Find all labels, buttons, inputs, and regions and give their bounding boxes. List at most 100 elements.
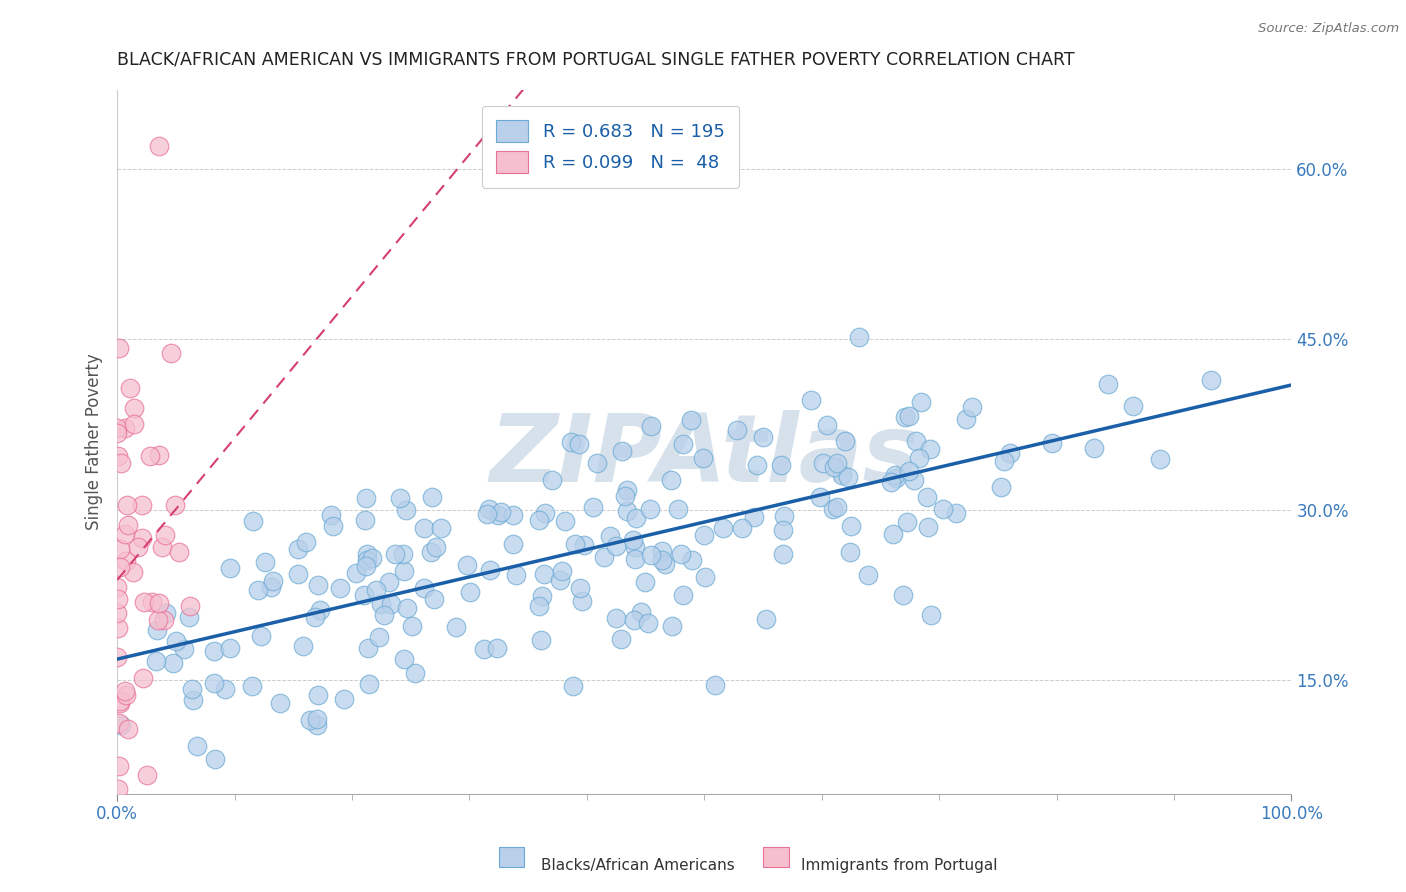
Point xyxy=(148,596,170,610)
Point xyxy=(430,521,453,535)
Point xyxy=(367,631,389,645)
Point xyxy=(412,521,434,535)
Point xyxy=(254,555,277,569)
Point xyxy=(165,634,187,648)
Point xyxy=(162,657,184,671)
Point xyxy=(214,682,236,697)
Point xyxy=(651,552,673,566)
Point xyxy=(834,434,856,449)
Point xyxy=(661,619,683,633)
Point xyxy=(800,392,823,407)
Point xyxy=(117,518,139,533)
Point xyxy=(108,696,131,710)
Point xyxy=(177,610,200,624)
Point xyxy=(419,545,441,559)
Point xyxy=(422,592,444,607)
Point xyxy=(298,713,321,727)
Point xyxy=(135,768,157,782)
Point xyxy=(179,599,201,614)
Point xyxy=(920,608,942,623)
Point xyxy=(505,567,527,582)
Point xyxy=(354,491,377,506)
Point xyxy=(907,451,929,466)
Point xyxy=(993,454,1015,468)
Point xyxy=(446,620,468,634)
Point xyxy=(329,581,352,595)
Point xyxy=(167,545,190,559)
Point xyxy=(731,521,754,535)
Point xyxy=(666,501,689,516)
Point xyxy=(610,632,633,646)
Point xyxy=(1097,377,1119,392)
Point xyxy=(551,565,574,579)
Point xyxy=(561,679,583,693)
Point xyxy=(361,551,384,566)
Point xyxy=(569,581,592,595)
Point xyxy=(124,401,146,415)
Point xyxy=(825,456,848,470)
Point xyxy=(725,423,748,437)
Point xyxy=(638,501,661,516)
Point xyxy=(108,759,131,773)
Point xyxy=(831,468,853,483)
Point xyxy=(659,473,682,487)
Point xyxy=(744,509,766,524)
Point xyxy=(918,442,941,457)
Point xyxy=(898,409,921,424)
Point xyxy=(117,722,139,736)
Point xyxy=(305,712,328,726)
Point xyxy=(837,469,859,483)
Point xyxy=(640,419,662,434)
Point xyxy=(945,506,967,520)
Point xyxy=(540,474,562,488)
Point xyxy=(146,623,169,637)
Point xyxy=(131,498,153,512)
Point xyxy=(599,529,621,543)
Legend: R = 0.683   N = 195, R = 0.099   N =  48: R = 0.683 N = 195, R = 0.099 N = 48 xyxy=(481,106,740,187)
Point xyxy=(1040,436,1063,450)
Point xyxy=(772,547,794,561)
Point xyxy=(204,676,226,690)
Point xyxy=(592,550,614,565)
Point xyxy=(114,684,136,698)
Point xyxy=(122,417,145,431)
Point xyxy=(148,448,170,462)
Point xyxy=(882,527,904,541)
Point xyxy=(114,421,136,435)
Point xyxy=(173,641,195,656)
Point xyxy=(550,573,572,587)
Point xyxy=(401,619,423,633)
Text: Immigrants from Portugal: Immigrants from Portugal xyxy=(801,858,998,872)
Point xyxy=(692,451,714,466)
Point xyxy=(640,548,662,562)
Point xyxy=(458,585,481,599)
Point xyxy=(105,650,128,665)
Point xyxy=(669,547,692,561)
Text: Source: ZipAtlas.com: Source: ZipAtlas.com xyxy=(1258,22,1399,36)
Point xyxy=(884,471,907,485)
Text: BLACK/AFRICAN AMERICAN VS IMMIGRANTS FROM PORTUGAL SINGLE FATHER POVERTY CORRELA: BLACK/AFRICAN AMERICAN VS IMMIGRANTS FRO… xyxy=(117,51,1074,69)
Point xyxy=(752,430,775,444)
Point xyxy=(333,692,356,706)
Point xyxy=(858,568,880,582)
Point xyxy=(240,679,263,693)
Point xyxy=(529,513,551,527)
Point xyxy=(307,688,329,702)
Point xyxy=(623,552,645,566)
Point xyxy=(356,553,378,567)
Point xyxy=(582,500,605,515)
Point xyxy=(821,501,844,516)
Point xyxy=(396,601,419,615)
Point xyxy=(554,514,576,528)
Point xyxy=(134,595,156,609)
Point xyxy=(527,599,550,613)
Point xyxy=(110,456,132,470)
Point xyxy=(564,536,586,550)
Point xyxy=(891,588,914,602)
Point xyxy=(108,716,131,731)
Point xyxy=(287,542,309,557)
Point xyxy=(839,545,862,559)
Point xyxy=(131,531,153,545)
Point xyxy=(127,540,149,554)
Point xyxy=(624,510,647,524)
